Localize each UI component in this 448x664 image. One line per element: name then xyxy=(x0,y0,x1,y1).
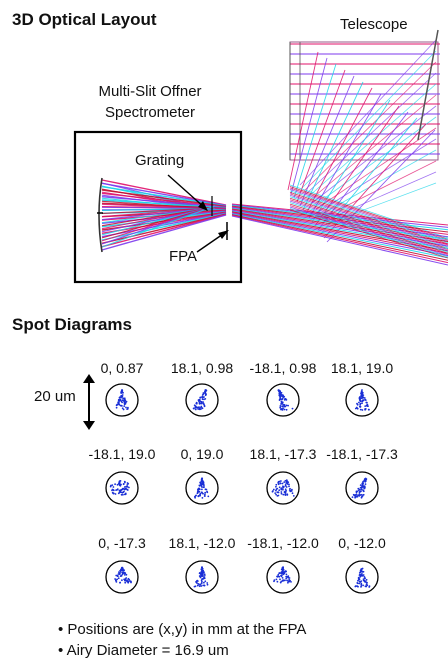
telescope-drawing xyxy=(287,29,440,243)
grating-pointer xyxy=(167,174,208,211)
spot-label: -18.1, 19.0 xyxy=(88,446,156,462)
fpa-pointer xyxy=(196,230,229,253)
spot-diagram xyxy=(345,471,379,505)
note-positions: • Positions are (x,y) in mm at the FPA xyxy=(58,621,307,638)
scale-arrow-icon xyxy=(83,374,95,430)
spot-label: 18.1, 19.0 xyxy=(330,360,394,376)
spot-diagram xyxy=(266,383,300,417)
fpa-label: FPA xyxy=(169,248,198,265)
spot-label: 18.1, -12.0 xyxy=(168,535,236,551)
scale-label: 20 um xyxy=(34,388,76,405)
spot-diagram xyxy=(345,560,379,594)
spectrometer-label-line2: Spectrometer xyxy=(104,104,196,121)
spot-diagram xyxy=(185,560,219,594)
telescope-label: Telescope xyxy=(340,16,408,33)
note-airy: • Airy Diameter = 16.9 um xyxy=(58,642,229,659)
spot-label: -18.1, -12.0 xyxy=(247,535,319,551)
spot-diagram xyxy=(105,383,139,417)
spot-label: -18.1, 0.98 xyxy=(249,360,317,376)
spectrometer-box xyxy=(73,130,243,284)
spot-diagram xyxy=(185,383,219,417)
spectrometer-rays xyxy=(97,177,228,253)
spot-diagram xyxy=(345,383,379,417)
spot-diagram xyxy=(266,471,300,505)
spot-label: 0, 0.87 xyxy=(100,360,144,376)
spot-label: 18.1, 0.98 xyxy=(170,360,234,376)
spot-label: -18.1, -17.3 xyxy=(326,446,398,462)
spot-label: 0, -12.0 xyxy=(338,535,386,551)
ray-beam xyxy=(231,184,448,266)
spot-label: 0, -17.3 xyxy=(98,535,146,551)
spectrometer-label-line1: Multi-Slit Offner xyxy=(98,83,202,100)
spot-label: 0, 19.0 xyxy=(180,446,224,462)
layout-title: 3D Optical Layout xyxy=(12,10,157,29)
grating-label: Grating xyxy=(135,152,185,169)
spot-diagram xyxy=(105,560,139,594)
spot-diagram xyxy=(185,471,219,505)
spot-label: 18.1, -17.3 xyxy=(249,446,317,462)
spot-diagram xyxy=(266,560,300,594)
optical-layout-diagram xyxy=(73,29,448,284)
spot-diagram xyxy=(105,471,139,505)
spots-title: Spot Diagrams xyxy=(12,315,132,334)
